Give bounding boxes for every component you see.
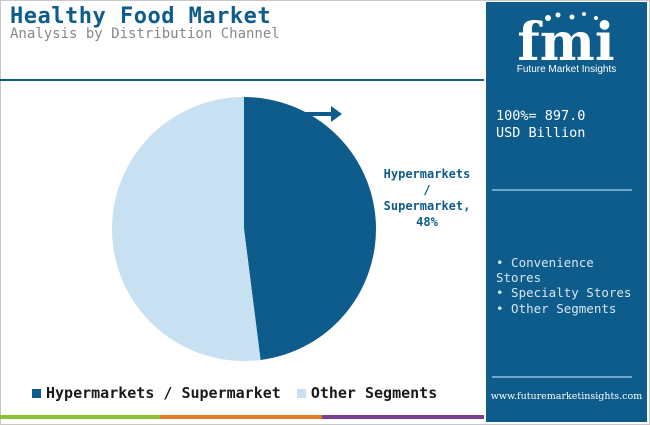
data-label-line: 48% xyxy=(416,215,438,229)
bar-segment xyxy=(160,415,322,419)
data-label-line: Supermarket, xyxy=(383,199,471,213)
header-rule xyxy=(0,79,484,81)
slice-data-label: Hypermarkets / Supermarket, 48% xyxy=(368,166,486,230)
list-item: • Specialty Stores xyxy=(496,285,632,301)
chart-subtitle: Analysis by Distribution Channel xyxy=(10,26,280,42)
data-label-line: Hypermarkets xyxy=(383,167,471,181)
pie-slice-hypermarkets xyxy=(244,97,377,360)
chart-title: Healthy Food Market xyxy=(10,4,272,29)
bottom-color-bar xyxy=(0,415,484,419)
legend-swatch xyxy=(32,388,41,398)
list-item: • Convenience Stores xyxy=(496,255,594,286)
pie-slice-other-segments xyxy=(112,97,261,361)
bar-segment xyxy=(0,415,160,419)
legend-label: Hypermarkets / Supermarket xyxy=(46,384,281,402)
pie-chart xyxy=(112,97,377,361)
chart-legend: Hypermarkets / Supermarket Other Segment… xyxy=(32,383,453,403)
website-link[interactable]: www.futuremarketinsights.com xyxy=(490,391,643,402)
legend-label: Other Segments xyxy=(310,384,438,402)
sidebar-divider xyxy=(492,376,632,378)
fmi-logo-icon: fmi xyxy=(517,12,615,73)
info-sidebar: fmi Future Market Insights 100%= 897.0 U… xyxy=(486,2,647,422)
market-total: 100%= 897.0 USD Billion xyxy=(496,108,586,141)
sidebar-divider xyxy=(492,189,632,191)
list-item: • Other Segments xyxy=(496,300,617,316)
callout-arrow xyxy=(304,106,342,122)
legend-swatch xyxy=(296,388,306,398)
logo-text: Future Market Insights xyxy=(516,64,617,75)
bar-segment xyxy=(322,415,484,419)
legend-item: Hypermarkets / Supermarket xyxy=(32,384,281,402)
other-segments-list: • Convenience Stores • Specialty Stores … xyxy=(496,255,646,316)
data-label-line: / xyxy=(423,183,431,197)
legend-item: Other Segments xyxy=(296,384,438,402)
svg-text:fmi: fmi xyxy=(517,12,614,73)
